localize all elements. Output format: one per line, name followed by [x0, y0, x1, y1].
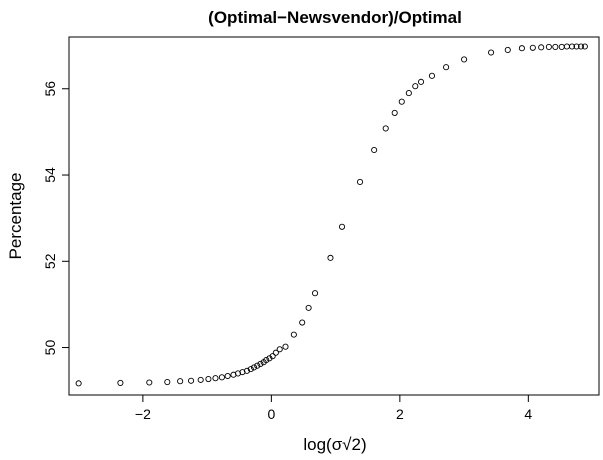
- y-axis-label: Percentage: [6, 173, 25, 260]
- data-point: [311, 290, 319, 297]
- data-point: [257, 360, 264, 367]
- data-point: [164, 379, 171, 386]
- x-tick-label: −2: [135, 406, 151, 422]
- data-points: [75, 43, 588, 387]
- data-point: [545, 43, 552, 50]
- data-point: [382, 125, 389, 132]
- data-point: [558, 43, 565, 50]
- data-point: [263, 357, 270, 364]
- data-point: [417, 78, 425, 85]
- data-point: [443, 64, 450, 71]
- data-point: [75, 380, 82, 387]
- data-point: [282, 343, 289, 350]
- data-point: [529, 44, 536, 51]
- y-tick-label: 52: [42, 253, 58, 269]
- data-point: [299, 319, 306, 326]
- x-axis: −2 0 2 4: [135, 395, 532, 422]
- x-tick-label: 4: [524, 406, 532, 422]
- plot-frame: [68, 36, 600, 396]
- data-point: [461, 56, 468, 63]
- data-point: [250, 364, 258, 371]
- data-point: [305, 304, 312, 311]
- data-point: [391, 109, 398, 116]
- data-point: [518, 45, 525, 52]
- data-point: [371, 146, 378, 154]
- data-point: [177, 378, 184, 385]
- data-point: [197, 376, 204, 383]
- chart-title: (Optimal−Newsvendor)/Optimal: [208, 8, 462, 27]
- data-point: [504, 46, 511, 53]
- data-point: [272, 349, 279, 356]
- data-point: [146, 379, 153, 386]
- data-point: [356, 178, 364, 185]
- data-point: [428, 72, 436, 79]
- x-tick-label: 0: [267, 406, 275, 422]
- data-point: [538, 44, 545, 51]
- data-point: [568, 43, 576, 50]
- data-point: [290, 331, 297, 338]
- data-point: [398, 98, 405, 105]
- data-point: [276, 346, 283, 353]
- data-point: [552, 43, 559, 50]
- data-point: [205, 375, 212, 383]
- y-tick-label: 54: [42, 167, 58, 183]
- data-point: [412, 83, 419, 90]
- data-point: [218, 374, 225, 381]
- y-tick-label: 50: [42, 340, 58, 356]
- data-point: [563, 43, 570, 50]
- data-point: [212, 375, 219, 382]
- y-tick-label: 56: [42, 81, 58, 97]
- data-point: [577, 43, 585, 50]
- data-point: [573, 43, 580, 50]
- data-point: [254, 362, 261, 369]
- data-point: [247, 366, 254, 373]
- data-point: [188, 377, 195, 384]
- data-point: [243, 367, 251, 374]
- data-point: [224, 372, 231, 380]
- y-axis: 50 52 54 56: [42, 81, 69, 356]
- data-point: [117, 379, 124, 386]
- data-point: [488, 49, 495, 56]
- data-point: [581, 43, 588, 50]
- data-point: [405, 90, 412, 97]
- data-point: [327, 254, 334, 261]
- x-axis-label: log(σ√2): [303, 435, 366, 454]
- data-point: [269, 353, 276, 360]
- data-point: [338, 223, 346, 230]
- x-tick-label: 2: [396, 406, 404, 422]
